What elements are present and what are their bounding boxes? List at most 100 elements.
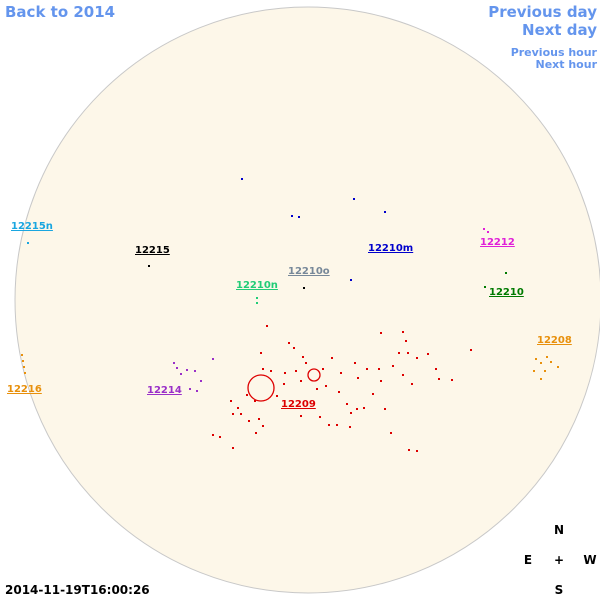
spot (256, 297, 258, 299)
prev-day-link[interactable]: Previous day (488, 3, 597, 21)
spot (219, 436, 221, 438)
prev-hour-link[interactable]: Previous hour (511, 46, 598, 59)
spot (200, 380, 202, 382)
sunspots (21, 178, 559, 452)
spot (380, 380, 382, 382)
region-label[interactable]: 12215n (11, 221, 53, 232)
next-hour-link[interactable]: Next hour (536, 58, 598, 71)
solar-disk (14, 6, 600, 594)
spot (390, 432, 392, 434)
spot (408, 449, 410, 451)
spot (298, 216, 300, 218)
spot (266, 325, 268, 327)
spot (27, 242, 29, 244)
spot (270, 370, 272, 372)
spot (212, 434, 214, 436)
spot (384, 211, 386, 213)
spot (363, 407, 365, 409)
region-label[interactable]: 12216 (7, 384, 42, 395)
spot (180, 373, 182, 375)
spot (366, 368, 368, 370)
region-label[interactable]: 12210 (489, 287, 524, 298)
spot (546, 356, 548, 358)
spot (535, 358, 537, 360)
next-day-link[interactable]: Next day (522, 21, 597, 39)
compass-west: W (583, 553, 596, 567)
spot (487, 231, 489, 233)
spot (173, 362, 175, 364)
spot (402, 374, 404, 376)
spot (378, 368, 380, 370)
region-label[interactable]: 12209 (281, 399, 316, 410)
spot (255, 432, 257, 434)
spot (22, 360, 24, 362)
spot (350, 412, 352, 414)
spot-ring (307, 368, 321, 382)
timestamp: 2014-11-19T16:00:26 (5, 583, 150, 597)
spot (438, 378, 440, 380)
spot (540, 378, 542, 380)
spot (322, 368, 324, 370)
spot (23, 366, 25, 368)
spot (284, 372, 286, 374)
spot (350, 279, 352, 281)
spot (293, 347, 295, 349)
compass-north: N (554, 523, 564, 537)
spot (240, 413, 242, 415)
spot (557, 366, 559, 368)
spot (291, 215, 293, 217)
back-link[interactable]: Back to 2014 (5, 3, 115, 21)
region-label[interactable]: 12208 (537, 335, 572, 346)
spot (416, 357, 418, 359)
region-label[interactable]: 12214 (147, 385, 182, 396)
spot (248, 420, 250, 422)
spot (300, 415, 302, 417)
spot (246, 394, 248, 396)
spot (176, 367, 178, 369)
spot (325, 385, 327, 387)
spot (288, 342, 290, 344)
spot (505, 272, 507, 274)
spot (295, 370, 297, 372)
spot (258, 418, 260, 420)
spot (540, 362, 542, 364)
compass-south: S (555, 583, 564, 597)
spot (305, 362, 307, 364)
spot (470, 349, 472, 351)
spot (407, 352, 409, 354)
spot (212, 358, 214, 360)
spot (411, 383, 413, 385)
spot (262, 368, 264, 370)
region-label[interactable]: 12210n (236, 280, 278, 291)
spot (196, 390, 198, 392)
spot (260, 352, 262, 354)
region-label[interactable]: 12210o (288, 266, 330, 277)
compass-center: + (554, 553, 564, 567)
spot (331, 357, 333, 359)
spot (262, 425, 264, 427)
spot (349, 426, 351, 428)
spot (402, 331, 404, 333)
spot (148, 265, 150, 267)
spot (336, 424, 338, 426)
spot (405, 340, 407, 342)
spot (380, 332, 382, 334)
spot (21, 354, 23, 356)
spot (340, 372, 342, 374)
spot (398, 352, 400, 354)
spot (232, 413, 234, 415)
spot (357, 377, 359, 379)
spot (254, 400, 256, 402)
spot (356, 408, 358, 410)
region-label[interactable]: 12212 (480, 237, 515, 248)
spot (256, 302, 258, 304)
spot (316, 388, 318, 390)
region-label[interactable]: 12210m (368, 243, 413, 254)
spot (302, 356, 304, 358)
region-label[interactable]: 12215 (135, 245, 170, 256)
spot (283, 383, 285, 385)
spot (276, 395, 278, 397)
spot (372, 393, 374, 395)
spot (241, 178, 243, 180)
